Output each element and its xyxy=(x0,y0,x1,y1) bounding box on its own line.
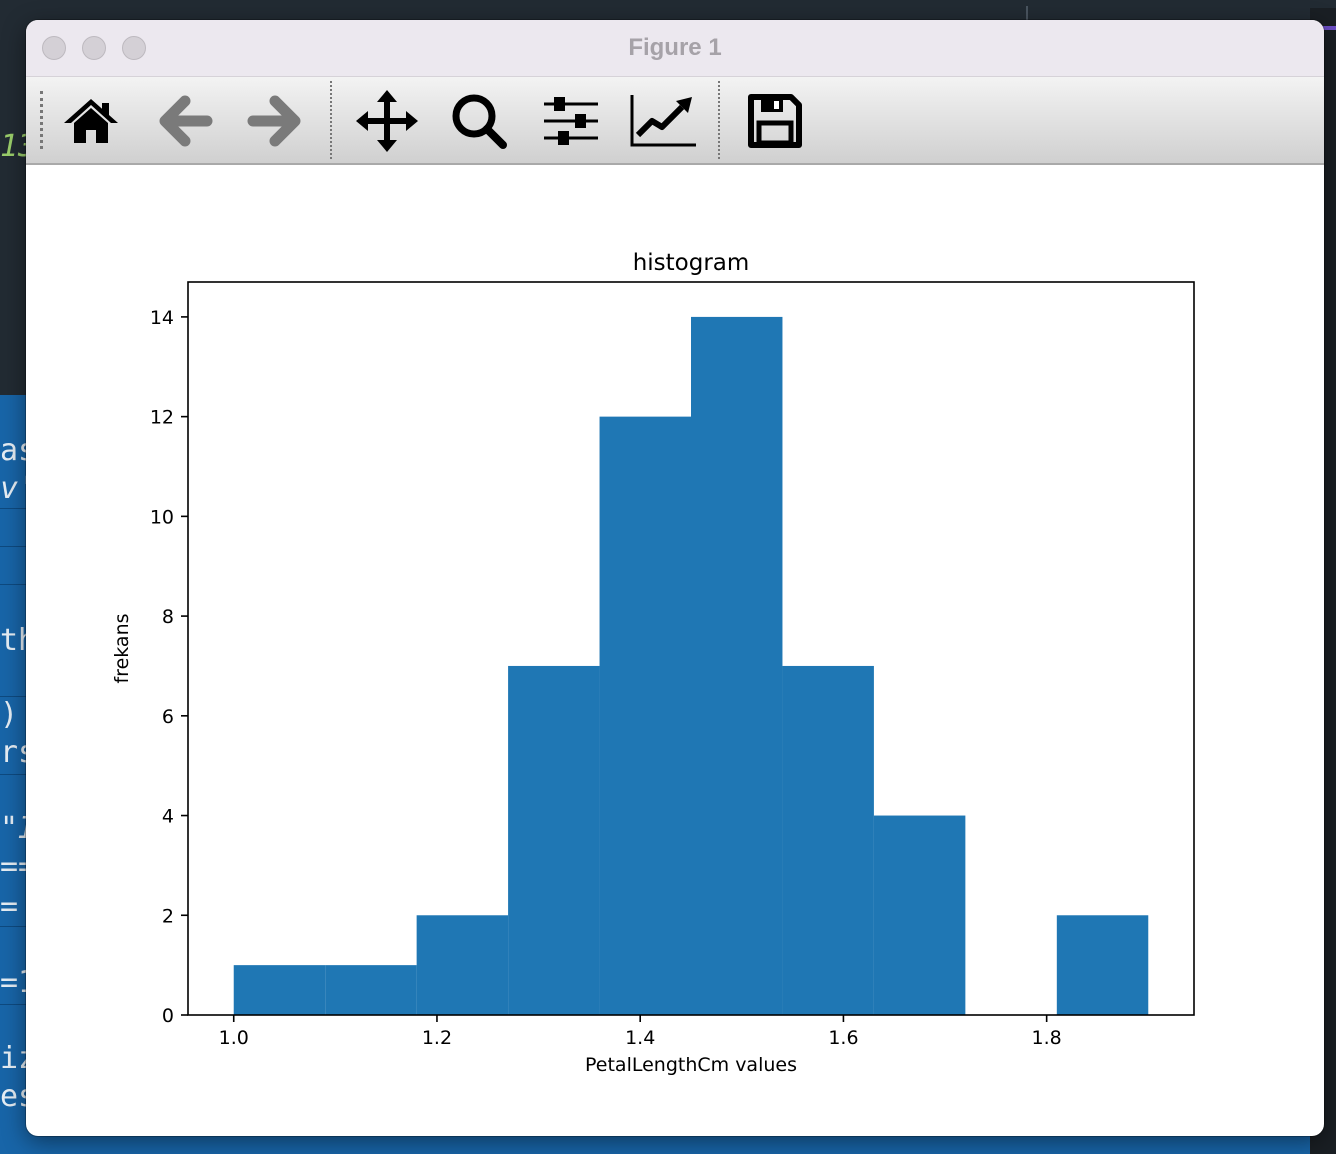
x-tick-label: 1.0 xyxy=(219,1027,249,1049)
code-line-divider xyxy=(0,926,26,927)
histogram-bar xyxy=(508,665,600,1015)
toolbar-separator xyxy=(330,81,332,159)
home-icon xyxy=(64,99,118,143)
window-title: Figure 1 xyxy=(628,34,722,61)
x-tick-label: 1.2 xyxy=(422,1027,452,1049)
code-line-divider xyxy=(0,546,26,547)
chart-title: histogram xyxy=(633,250,750,276)
figure-window: Figure 1 xyxy=(26,20,1324,1136)
y-tick-label: 2 xyxy=(162,905,174,927)
code-fragment: = xyxy=(0,889,19,924)
configure-subplots-icon xyxy=(544,97,598,145)
toolbar-grip[interactable] xyxy=(40,91,43,149)
x-tick-label: 1.4 xyxy=(625,1027,655,1049)
navigation-toolbar xyxy=(26,77,1324,165)
back-button[interactable] xyxy=(150,89,220,153)
toolbar-separator xyxy=(718,81,720,159)
histogram-bar xyxy=(233,965,326,1015)
pan-button[interactable] xyxy=(352,89,422,153)
y-tick-label: 8 xyxy=(162,606,174,628)
zoom-button[interactable] xyxy=(444,89,514,153)
configure-subplots-button[interactable] xyxy=(536,89,606,153)
histogram-bar xyxy=(782,665,874,1015)
histogram-bar xyxy=(873,815,966,1015)
title-bar[interactable]: Figure 1 xyxy=(26,20,1324,77)
code-line-divider xyxy=(0,584,26,585)
save-icon xyxy=(748,94,802,148)
axes-frame xyxy=(187,281,1195,1016)
home-button[interactable] xyxy=(56,89,126,153)
zoom-window-button[interactable] xyxy=(122,36,146,60)
y-tick-label: 14 xyxy=(150,307,174,329)
y-axis-label: frekans xyxy=(111,613,133,683)
save-button[interactable] xyxy=(740,89,810,153)
figure-canvas[interactable]: 1.0 1.2 1.4 1.6 1.8 0 2 4 6 8 10 12 14 histogram Petal… xyxy=(26,165,1324,1136)
y-tick-label: 12 xyxy=(150,407,174,429)
code-line-divider xyxy=(0,1004,26,1005)
pan-icon xyxy=(356,90,418,152)
forward-arrow-icon xyxy=(247,95,301,147)
zoom-icon xyxy=(452,94,507,149)
y-tick-label: 4 xyxy=(162,806,174,828)
forward-button[interactable] xyxy=(240,89,310,153)
edit-axes-button[interactable] xyxy=(628,89,698,153)
code-line-divider xyxy=(0,508,26,509)
close-button[interactable] xyxy=(42,36,66,60)
code-line-divider xyxy=(0,774,26,775)
code-fragment: ) xyxy=(0,697,19,732)
y-tick-label: 10 xyxy=(150,506,174,528)
editor-divider xyxy=(1026,6,1028,20)
edit-axes-icon xyxy=(630,95,696,147)
histogram-chart: 1.0 1.2 1.4 1.6 1.8 0 2 4 6 8 10 12 14 histogram Petal… xyxy=(111,250,1195,1076)
y-tick-label: 0 xyxy=(162,1005,174,1027)
back-arrow-icon xyxy=(159,95,213,147)
histogram-bar xyxy=(691,316,783,1015)
editor-accent xyxy=(1318,26,1336,30)
x-tick-label: 1.6 xyxy=(828,1027,858,1049)
x-tick-label: 1.8 xyxy=(1032,1027,1062,1049)
histogram-bar xyxy=(1056,915,1149,1015)
histogram-bar xyxy=(599,416,691,1015)
code-line-divider xyxy=(0,696,26,697)
minimize-button[interactable] xyxy=(82,36,106,60)
x-axis-label: PetalLengthCm values xyxy=(585,1054,797,1076)
histogram-bar xyxy=(416,915,509,1015)
y-tick-label: 6 xyxy=(162,706,174,728)
histogram-bar xyxy=(325,965,417,1015)
